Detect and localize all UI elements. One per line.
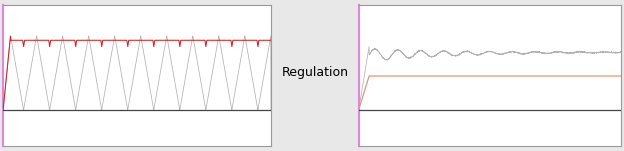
Text: Regulation: Regulation bbox=[281, 66, 349, 79]
